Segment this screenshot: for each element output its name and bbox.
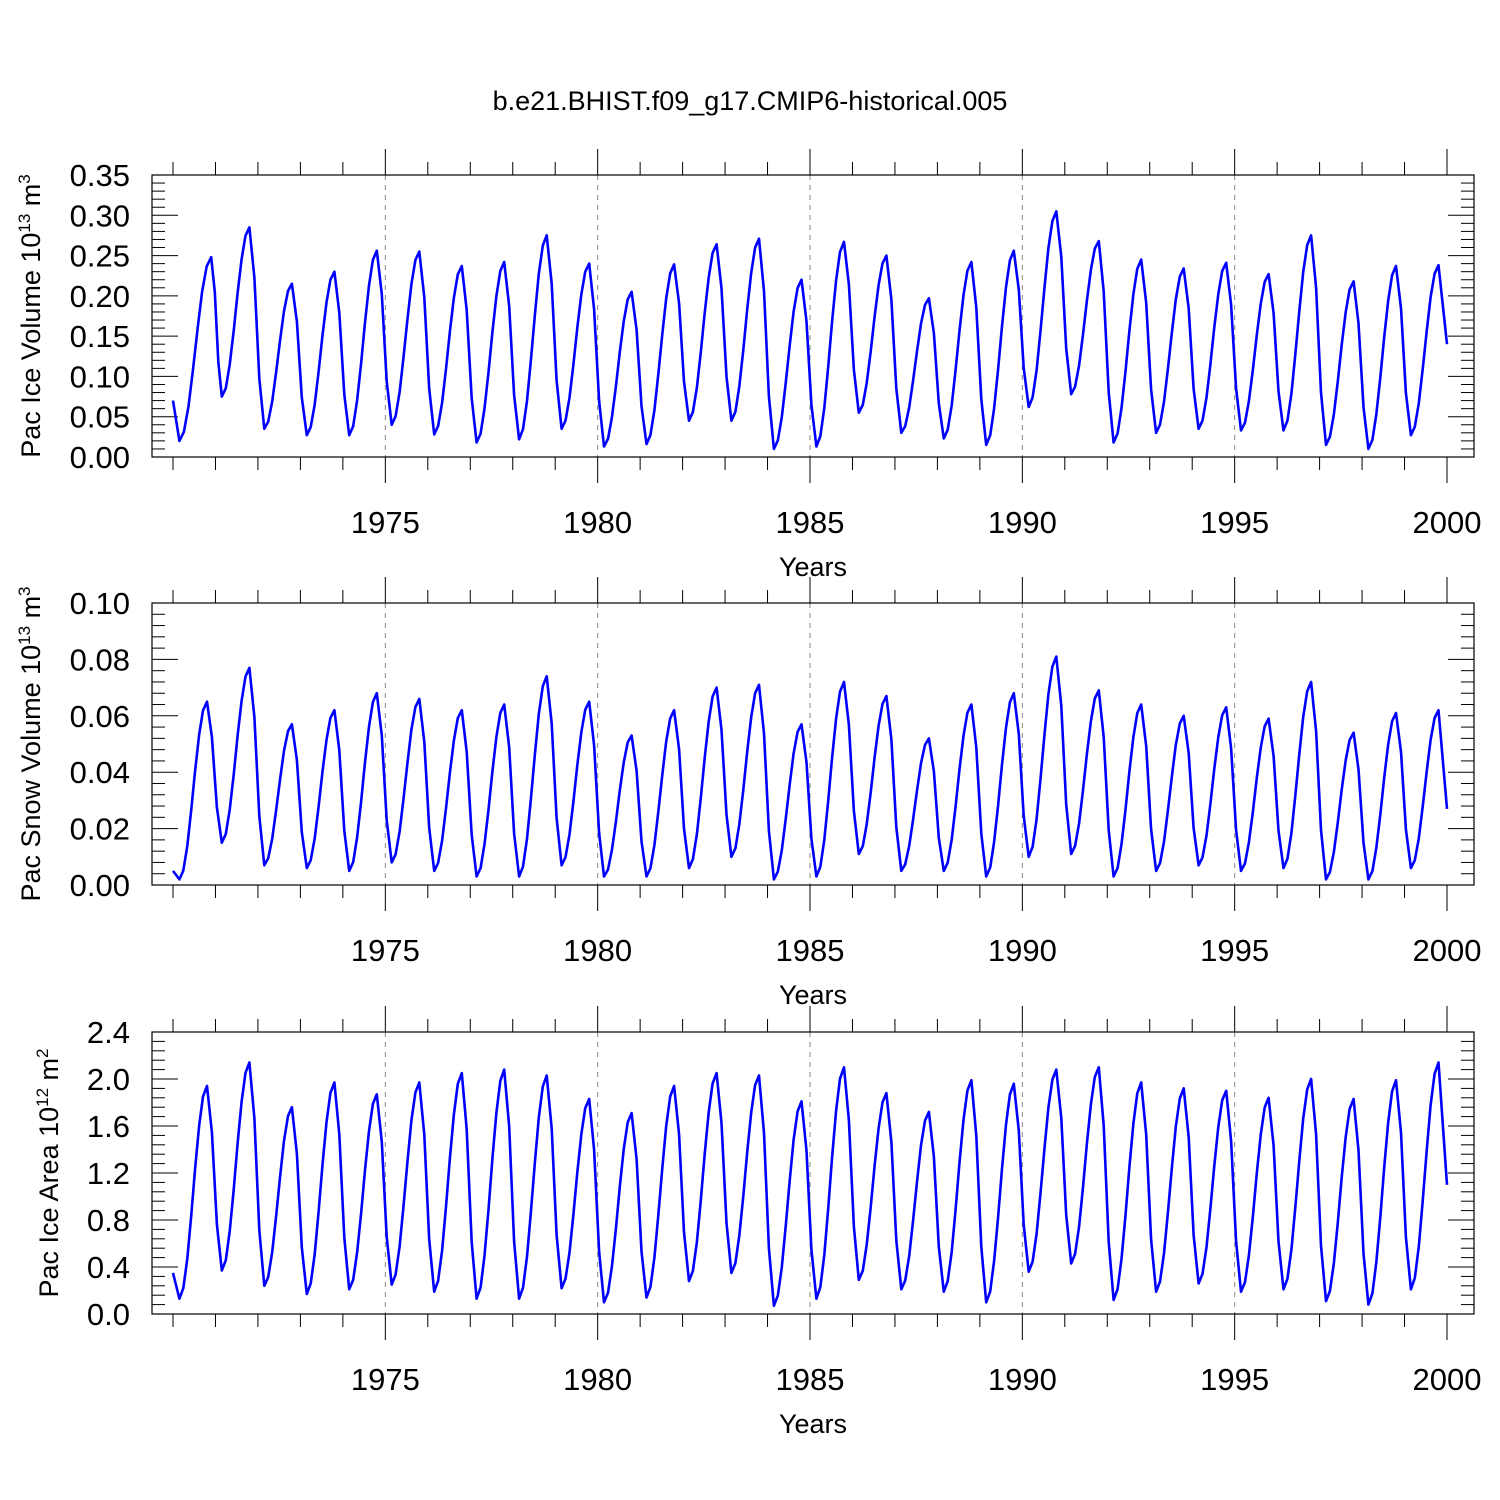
x-tick-label-1980: 1980 (563, 933, 632, 968)
x-tick-label-1995: 1995 (1200, 505, 1269, 540)
x-tick-label-1980: 1980 (563, 1362, 632, 1397)
x-tick-label-1990: 1990 (988, 505, 1057, 540)
x-tick-label-1990: 1990 (988, 933, 1057, 968)
x-tick-label-1975: 1975 (351, 505, 420, 540)
x-tick-label-1985: 1985 (776, 1362, 845, 1397)
y-tick-label: 0.08 (70, 642, 130, 677)
y-tick-label: 0.25 (70, 239, 130, 274)
y-axis-title: Pac Ice Volume 1013 m3 (15, 174, 46, 458)
y-tick-label: 0.10 (70, 359, 130, 394)
y-tick-label: 2.4 (87, 1015, 130, 1050)
y-tick-label: 0.15 (70, 319, 130, 354)
series-line-1-1 (171, 210, 1449, 451)
x-tick-label-1975: 1975 (351, 933, 420, 968)
y-tick-label: 0.00 (70, 868, 130, 903)
x-tick-label-1985: 1985 (776, 505, 845, 540)
y-tick-label: 0.8 (87, 1203, 130, 1238)
panel-3: 1975 1980 1985 1990 1995 2000 0.0 0.4 0.8 1.2 1.6 2… (33, 1006, 1481, 1439)
plot-frame (151, 602, 1475, 886)
x-tick-label-1990: 1990 (988, 1362, 1057, 1397)
y-tick-label: 0.10 (70, 586, 130, 621)
x-tick-label-2000: 2000 (1413, 505, 1482, 540)
x-axis-title: Years (779, 552, 847, 582)
y-tick-label: 0.02 (70, 812, 130, 847)
y-tick-label: 1.2 (87, 1156, 130, 1191)
x-tick-label-1975: 1975 (351, 1362, 420, 1397)
panel-2: 1975 1980 1985 1990 1995 2000 0.00 0.02 0.04 0.06… (15, 577, 1481, 1010)
y-tick-label: 1.6 (87, 1109, 130, 1144)
figure-title: b.e21.BHIST.f09_g17.CMIP6-historical.005 (493, 86, 1008, 116)
y-tick-label: 0.0 (87, 1297, 130, 1332)
y-tick-label: 0.4 (87, 1250, 130, 1285)
y-tick-label: 0.06 (70, 699, 130, 734)
y-tick-label: 0.00 (70, 440, 130, 475)
y-tick-label: 0.35 (70, 158, 130, 193)
y-tick-label: 2.0 (87, 1062, 130, 1097)
x-tick-label-2000: 2000 (1413, 1362, 1482, 1397)
y-axis-title: Pac Snow Volume 1013 m3 (15, 586, 46, 901)
y-tick-label: 0.30 (70, 198, 130, 233)
x-tick-label-1985: 1985 (776, 933, 845, 968)
y-tick-label: 0.05 (70, 400, 130, 435)
x-tick-label-1995: 1995 (1200, 933, 1269, 968)
x-tick-label-1980: 1980 (563, 505, 632, 540)
x-axis-title: Years (779, 980, 847, 1010)
x-axis-title: Years (779, 1409, 847, 1439)
panel-1: 1975 1980 1985 1990 1995 2000 0.00 0.05 0.10 0.15… (15, 149, 1481, 582)
y-tick-label: 0.04 (70, 755, 130, 790)
plot-frame (151, 174, 1475, 458)
series-line-3-1 (171, 1061, 1449, 1308)
y-tick-label: 0.20 (70, 279, 130, 314)
x-tick-label-2000: 2000 (1413, 933, 1482, 968)
series-line-2-1 (171, 655, 1449, 881)
x-tick-label-1995: 1995 (1200, 1362, 1269, 1397)
y-axis-title: Pac Ice Area 1012 m2 (33, 1048, 64, 1297)
